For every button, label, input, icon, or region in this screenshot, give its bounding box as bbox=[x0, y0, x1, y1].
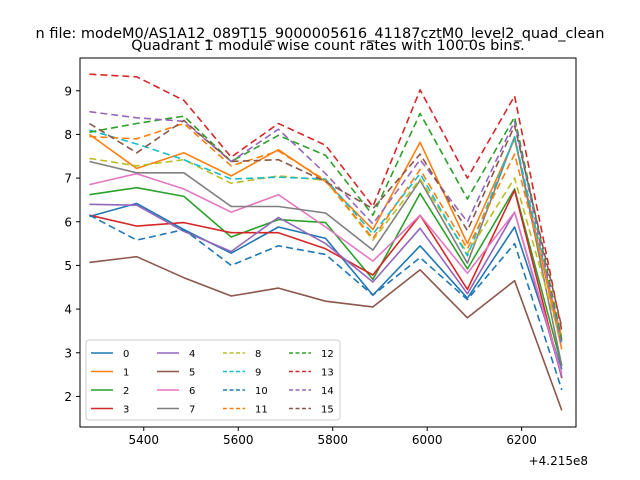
chart-title: Quadrant 1 module wise count rates with … bbox=[131, 38, 525, 54]
legend-label-5: 5 bbox=[189, 368, 195, 379]
legend-label-10: 10 bbox=[255, 386, 268, 397]
series-line-1 bbox=[88, 133, 563, 350]
legend-label-15: 15 bbox=[321, 405, 334, 416]
legend-label-0: 0 bbox=[123, 349, 129, 360]
legend-label-12: 12 bbox=[321, 349, 334, 360]
y-tick-label: 4 bbox=[64, 303, 72, 317]
legend-box bbox=[85, 339, 341, 421]
x-tick-label: 6200 bbox=[506, 433, 537, 447]
legend-label-8: 8 bbox=[255, 349, 261, 360]
legend-label-3: 3 bbox=[123, 405, 129, 416]
series-line-13 bbox=[89, 73, 563, 332]
legend-label-13: 13 bbox=[321, 368, 334, 379]
legend-label-6: 6 bbox=[189, 386, 195, 397]
x-tick-label: 5400 bbox=[128, 433, 159, 447]
legend-label-14: 14 bbox=[321, 386, 334, 397]
series-line-4 bbox=[89, 203, 563, 378]
legend-label-1: 1 bbox=[123, 368, 129, 379]
series-line-3 bbox=[89, 189, 563, 379]
legend-label-2: 2 bbox=[123, 386, 129, 397]
series-line-14 bbox=[89, 110, 563, 347]
figure-suptitle: n file: modeM0/AS1A12_089T15_9000005616_… bbox=[36, 26, 605, 42]
series-line-0 bbox=[89, 202, 563, 370]
series-line-11 bbox=[89, 122, 563, 338]
legend-label-4: 4 bbox=[189, 349, 195, 360]
x-tick-label: 5600 bbox=[223, 433, 254, 447]
y-tick-label: 9 bbox=[64, 84, 72, 98]
y-tick-label: 2 bbox=[64, 390, 72, 404]
legend-label-9: 9 bbox=[255, 368, 261, 379]
legend-label-11: 11 bbox=[255, 405, 268, 416]
series-line-7 bbox=[89, 135, 563, 367]
plot-area bbox=[88, 73, 563, 411]
y-tick-label: 5 bbox=[64, 259, 72, 273]
series-line-12 bbox=[89, 112, 563, 340]
y-tick-label: 3 bbox=[64, 346, 72, 360]
x-offset-label: +4.215e8 bbox=[529, 454, 588, 468]
axis-ticks: 5400 5600 5800 6000 6200 2 3 4 5 6 7 8 9 bbox=[64, 84, 537, 447]
series-line-5 bbox=[89, 255, 563, 411]
y-tick-label: 8 bbox=[64, 128, 72, 142]
legend-label-7: 7 bbox=[189, 405, 195, 416]
y-tick-label: 6 bbox=[64, 215, 72, 229]
x-tick-label: 5800 bbox=[317, 433, 348, 447]
x-tick-label: 6000 bbox=[412, 433, 443, 447]
series-line-6 bbox=[89, 172, 563, 374]
axes-frame bbox=[79, 57, 577, 428]
y-tick-label: 7 bbox=[64, 172, 72, 186]
series-line-15 bbox=[88, 119, 563, 328]
series-line-2 bbox=[89, 186, 563, 367]
